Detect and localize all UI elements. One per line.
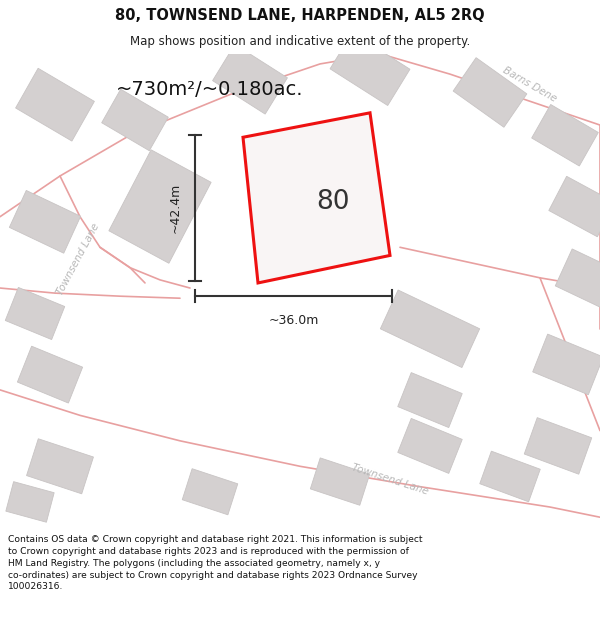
Text: Townsend Lane: Townsend Lane <box>350 462 430 497</box>
Polygon shape <box>5 288 65 339</box>
Text: Map shows position and indicative extent of the property.: Map shows position and indicative extent… <box>130 36 470 48</box>
Polygon shape <box>16 68 94 141</box>
Polygon shape <box>398 418 462 473</box>
Polygon shape <box>243 113 390 283</box>
Text: 80: 80 <box>317 189 350 215</box>
Polygon shape <box>533 334 600 395</box>
Polygon shape <box>549 176 600 237</box>
Polygon shape <box>380 290 479 368</box>
Polygon shape <box>398 372 462 428</box>
Polygon shape <box>109 150 211 263</box>
Text: Townsend Lane: Townsend Lane <box>55 222 101 297</box>
Polygon shape <box>101 89 169 151</box>
Polygon shape <box>10 191 80 253</box>
Polygon shape <box>17 346 83 403</box>
Text: Barns Dene: Barns Dene <box>502 65 559 104</box>
Text: ~36.0m: ~36.0m <box>268 314 319 327</box>
Polygon shape <box>330 32 410 106</box>
Polygon shape <box>212 44 287 114</box>
Polygon shape <box>480 451 540 502</box>
Polygon shape <box>26 439 94 494</box>
Polygon shape <box>182 469 238 515</box>
Polygon shape <box>6 482 54 522</box>
Text: ~730m²/~0.180ac.: ~730m²/~0.180ac. <box>116 80 304 99</box>
Text: Contains OS data © Crown copyright and database right 2021. This information is : Contains OS data © Crown copyright and d… <box>8 535 422 591</box>
Text: ~42.4m: ~42.4m <box>169 183 182 233</box>
Polygon shape <box>555 249 600 311</box>
Polygon shape <box>310 458 370 505</box>
Polygon shape <box>453 58 527 127</box>
Polygon shape <box>532 104 598 166</box>
Text: 80, TOWNSEND LANE, HARPENDEN, AL5 2RQ: 80, TOWNSEND LANE, HARPENDEN, AL5 2RQ <box>115 8 485 22</box>
Polygon shape <box>524 418 592 474</box>
